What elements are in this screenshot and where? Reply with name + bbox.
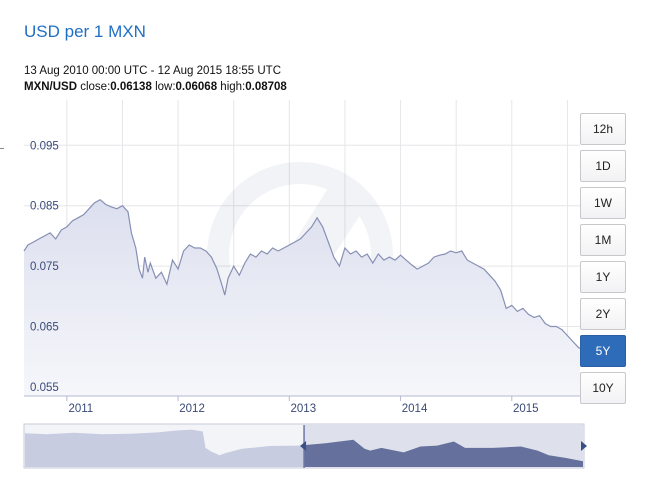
navigator-area-selected — [304, 439, 583, 467]
close-label: close: — [80, 81, 111, 93]
price-line — [23, 198, 581, 349]
y-tick-label: 0.075 — [30, 261, 59, 273]
navigator-arrow-left-icon[interactable] — [300, 441, 307, 451]
y-tick-label: 0.085 — [30, 201, 59, 213]
x-tick-label: 2012 — [179, 403, 205, 415]
range-button-1w[interactable]: 1W — [580, 187, 626, 219]
y-tick-label: 0.095 — [30, 140, 59, 152]
y-tick-label: 0.055 — [30, 382, 59, 394]
x-tick-label: 2013 — [291, 403, 317, 415]
x-tick-label: 2011 — [68, 403, 93, 415]
close-value: 0.06138 — [110, 81, 152, 93]
navigator-arrow-right-icon[interactable] — [581, 441, 587, 451]
low-label: low: — [155, 81, 176, 93]
low-value: 0.06068 — [175, 81, 218, 93]
range-selector: 12h 1D 1W 1M 1Y 2Y 5Y 10Y — [580, 113, 626, 409]
range-button-5y[interactable]: 5Y — [580, 335, 626, 367]
edge-tick-mark — [0, 148, 4, 149]
range-button-1d[interactable]: 1D — [580, 150, 626, 182]
high-value: 0.08708 — [245, 81, 287, 93]
high-label: high: — [220, 81, 246, 93]
range-button-1m[interactable]: 1M — [580, 224, 626, 256]
range-button-2y[interactable]: 2Y — [580, 298, 626, 330]
y-tick-label: 0.065 — [30, 322, 59, 334]
price-area — [24, 199, 580, 396]
range-button-1y[interactable]: 1Y — [580, 261, 626, 293]
date-range: 13 Aug 2010 00:00 UTC - 12 Aug 2015 18:5… — [24, 65, 282, 77]
navigator-area-unselected — [25, 429, 305, 467]
range-button-10y[interactable]: 10Y — [580, 372, 626, 404]
range-button-12h[interactable]: 12h — [580, 113, 626, 145]
navigator-selection-mask — [304, 425, 583, 467]
x-tick-label: 2014 — [402, 403, 428, 415]
x-tick-label: 2015 — [513, 403, 539, 415]
price-stats: MXN/USD close:0.06138 low:0.06068 high:0… — [24, 81, 287, 93]
chart-title: USD per 1 MXN — [24, 22, 146, 41]
pair-label: MXN/USD — [24, 81, 78, 93]
